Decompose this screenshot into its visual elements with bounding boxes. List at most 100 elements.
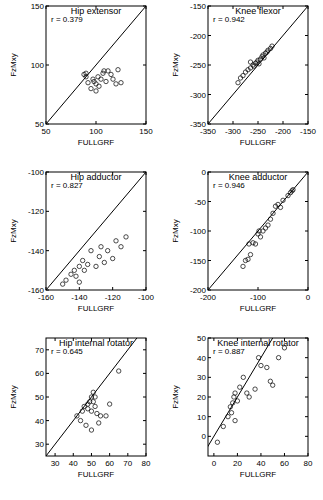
y-tick — [305, 436, 308, 437]
x-tick — [283, 6, 284, 9]
x-tick-label: 60 — [280, 459, 289, 468]
y-tick-label: 10 — [197, 413, 206, 422]
plot-frame — [208, 338, 308, 456]
y-tick — [305, 357, 308, 358]
y-tick-label: 30 — [197, 373, 206, 382]
x-axis-label: FULLGRF — [240, 304, 277, 313]
x-tick-label: 80 — [142, 459, 151, 468]
y-tick — [208, 397, 211, 398]
x-tick — [258, 287, 259, 290]
point — [86, 81, 90, 85]
y-tick-label: -300 — [190, 91, 207, 100]
point — [276, 202, 280, 206]
y-tick — [143, 250, 146, 251]
x-tick — [260, 453, 261, 456]
point — [84, 71, 88, 75]
point — [91, 390, 95, 394]
y-tick — [305, 338, 308, 339]
x-tick-label: 100 — [89, 127, 103, 136]
y-tick — [208, 357, 211, 358]
y-tick — [208, 94, 211, 95]
point — [74, 274, 78, 278]
point — [89, 86, 93, 90]
point — [91, 400, 95, 404]
point — [233, 418, 237, 422]
point — [265, 365, 269, 369]
point — [114, 239, 118, 243]
x-tick-label: 50 — [87, 459, 96, 468]
point — [107, 402, 111, 406]
y-tick-label: 100 — [31, 61, 45, 70]
point — [97, 84, 101, 88]
x-tick — [233, 6, 234, 9]
x-tick — [79, 287, 80, 290]
point — [77, 264, 81, 268]
y-tick — [143, 397, 146, 398]
point — [89, 428, 93, 432]
point — [78, 418, 82, 422]
y-tick — [143, 124, 146, 125]
x-tick — [96, 121, 97, 124]
x-tick-label: -200 — [275, 127, 292, 136]
y-axis-label: FzMxy — [171, 219, 180, 243]
point — [110, 256, 114, 260]
point — [278, 205, 282, 209]
x-tick — [308, 453, 309, 456]
y-tick-label: -100 — [190, 227, 207, 236]
point — [238, 385, 242, 389]
y-tick — [208, 65, 211, 66]
y-tick — [305, 290, 308, 291]
plot-area — [46, 6, 146, 124]
y-tick — [46, 349, 49, 350]
point — [290, 189, 294, 193]
y-tick-label: 70 — [35, 346, 44, 355]
point — [257, 62, 261, 66]
y-tick-label: -50 — [194, 198, 206, 207]
y-tick — [143, 373, 146, 374]
point — [271, 383, 275, 387]
y-tick-label: 50 — [35, 120, 44, 129]
point — [89, 248, 93, 252]
point — [286, 193, 290, 197]
y-tick — [46, 172, 49, 173]
point — [75, 414, 79, 418]
x-tick-label: 150 — [139, 127, 153, 136]
y-tick — [46, 397, 49, 398]
point — [271, 211, 275, 215]
x-tick — [146, 453, 147, 456]
point — [60, 282, 64, 286]
x-tick — [233, 121, 234, 124]
point — [99, 245, 103, 249]
annotation: r = 0.942 — [213, 15, 245, 24]
point — [64, 278, 68, 282]
x-tick-label: -120 — [105, 293, 122, 302]
point — [261, 229, 265, 233]
y-tick — [143, 211, 146, 212]
y-tick-label: 60 — [35, 369, 44, 378]
y-tick — [305, 94, 308, 95]
point — [241, 375, 245, 379]
y-tick — [208, 231, 211, 232]
y-tick — [46, 250, 49, 251]
point — [77, 280, 81, 284]
y-tick — [143, 349, 146, 350]
plot-area — [208, 338, 308, 456]
figure: 5010015050100150FULLGRFFzMxyHip extensor… — [0, 0, 323, 500]
point — [116, 68, 120, 72]
point — [235, 399, 239, 403]
x-tick-label: -250 — [250, 127, 267, 136]
x-tick-label: -100 — [250, 293, 267, 302]
y-tick — [208, 260, 211, 261]
point — [117, 369, 121, 373]
y-tick-label: -250 — [190, 61, 207, 70]
x-tick-label: -100 — [138, 293, 155, 302]
point — [89, 395, 93, 399]
point — [231, 401, 235, 405]
y-tick — [208, 35, 211, 36]
identity-line — [46, 172, 146, 290]
x-tick — [213, 453, 214, 456]
point — [215, 440, 219, 444]
point — [93, 404, 97, 408]
x-tick — [146, 338, 147, 341]
y-tick — [46, 6, 49, 7]
